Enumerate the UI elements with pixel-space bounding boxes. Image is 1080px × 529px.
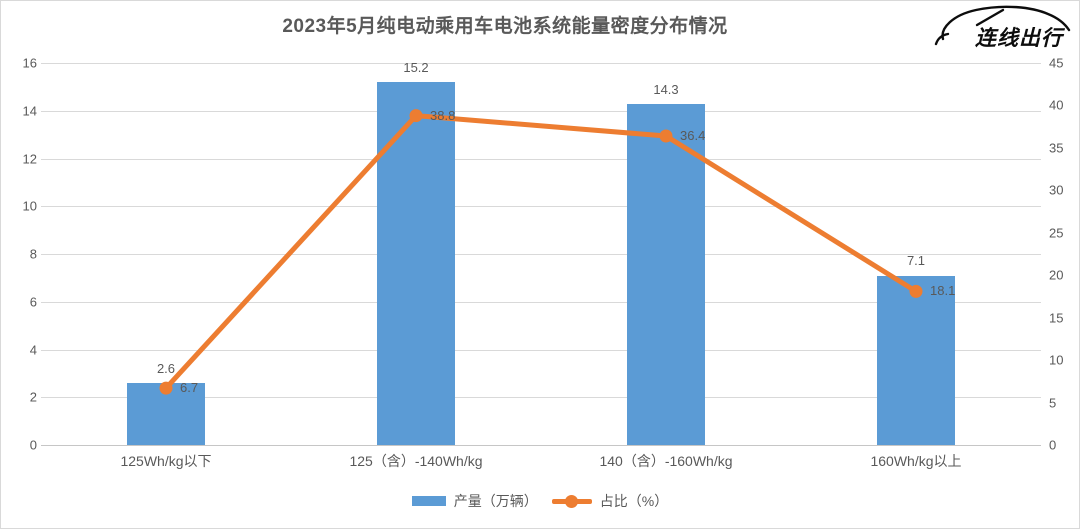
chart-title: 2023年5月纯电动乘用车电池系统能量密度分布情况	[282, 16, 728, 37]
category-label: 125Wh/kg以下	[120, 453, 212, 469]
grid-line	[41, 158, 1041, 160]
line-series	[159, 109, 923, 395]
bar-value-label: 2.6	[156, 360, 176, 376]
legend-line-swatch	[551, 494, 592, 508]
line-point	[909, 284, 923, 298]
bar	[627, 103, 705, 445]
line-path	[163, 113, 919, 391]
legend-label: 占比（%）	[599, 493, 669, 509]
right-axis-tick-label: 10	[1049, 352, 1064, 368]
grid-line	[41, 301, 1041, 303]
right-axis-tick-label: 20	[1049, 267, 1064, 283]
right-axis-tick-label: 35	[1049, 140, 1064, 156]
legend-item-line: 占比（%）	[551, 491, 669, 511]
grid-line	[41, 110, 1041, 112]
left-axis-tick-label: 0	[29, 437, 37, 453]
legend-bar-swatch	[411, 496, 446, 506]
bar-value-label: 7.1	[906, 253, 926, 269]
line-point	[409, 109, 423, 123]
left-axis-tick-label: 14	[22, 103, 37, 119]
legend: 产量（万辆） 占比（%）	[1, 491, 1079, 511]
line-value-label: 6.7	[180, 380, 199, 396]
category-label: 125（含）-140Wh/kg	[349, 453, 483, 469]
right-axis-tick-label: 45	[1049, 55, 1064, 71]
left-axis-tick-label: 10	[22, 198, 37, 214]
grid-line	[41, 254, 1041, 255]
grid-line	[41, 206, 1041, 208]
line-value-label: 18.1	[930, 283, 956, 299]
grid-line	[41, 445, 1041, 446]
bar-value-label: 15.2	[403, 60, 429, 76]
legend-label: 产量（万辆）	[453, 493, 538, 509]
right-axis-tick-label: 30	[1049, 182, 1064, 198]
car-icon	[934, 5, 1071, 46]
category-label: 160Wh/kg以上	[870, 453, 962, 469]
category-label: 140（含）-160Wh/kg	[599, 453, 733, 469]
left-axis-tick-label: 4	[29, 342, 37, 357]
left-axis-tick-label: 2	[29, 389, 37, 405]
plot-area: 2.6 15.2 14.3 7.1 6.7 38.8 36.4 18.1	[41, 60, 1041, 446]
line-point	[159, 381, 173, 395]
left-axis-tick-label: 8	[29, 246, 37, 262]
left-axis-tick-label: 6	[29, 294, 37, 310]
left-axis-tick-label: 16	[22, 55, 37, 71]
grid-line	[41, 63, 1041, 64]
right-axis-tick-label: 25	[1049, 225, 1064, 241]
right-axis-tick-label: 40	[1049, 97, 1064, 113]
line-point	[659, 129, 673, 143]
line-value-label: 38.8	[430, 107, 456, 123]
left-axis-tick-label: 12	[22, 151, 37, 166]
legend-item-bar: 产量（万辆）	[411, 491, 538, 511]
brand-logo: 连线出行	[931, 3, 1071, 53]
grid-line	[41, 397, 1041, 399]
bar	[877, 275, 955, 445]
brand-logo-text: 连线出行	[975, 27, 1063, 50]
grid-line	[41, 349, 1041, 351]
right-axis-tick-label: 15	[1049, 310, 1064, 326]
right-axis-tick-label: 0	[1049, 437, 1057, 453]
legend-line-marker	[565, 494, 579, 508]
line-value-label: 36.4	[680, 128, 706, 143]
bar-value-label: 14.3	[653, 81, 679, 97]
right-axis-tick-label: 5	[1049, 395, 1057, 411]
